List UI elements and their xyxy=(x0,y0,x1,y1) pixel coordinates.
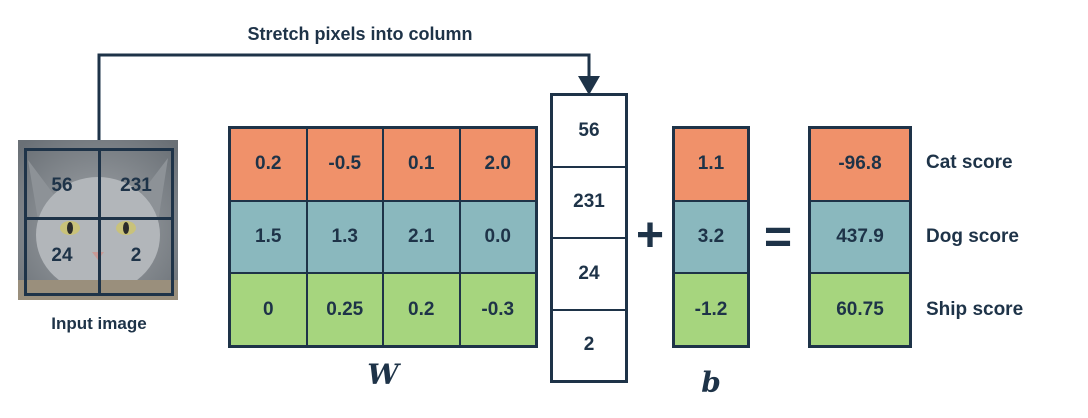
weight-cell: 1.5 xyxy=(230,200,307,274)
pixel-value: 24 xyxy=(51,245,73,266)
weight-matrix: 0.2 -0.5 0.1 2.0 1.5 1.3 2.1 0.0 0 0.25 … xyxy=(228,126,538,348)
image-grid-vertical xyxy=(98,148,101,296)
equals-sign: = xyxy=(764,211,793,264)
weight-cell: 0.2 xyxy=(230,128,307,201)
input-image-caption: Input image xyxy=(51,314,147,333)
score-vector: -96.8 437.9 60.75 xyxy=(808,126,912,348)
column-cell: 24 xyxy=(552,238,626,310)
weight-cell: 0 xyxy=(230,273,307,346)
weight-cell: -0.5 xyxy=(306,128,383,201)
column-cell: 2 xyxy=(552,309,626,381)
score-label-cat: Cat score xyxy=(926,152,1013,173)
bias-cell: 3.2 xyxy=(674,200,748,274)
pixel-value: 231 xyxy=(120,175,152,196)
weight-cell: -0.3 xyxy=(459,273,536,346)
column-cell: 231 xyxy=(552,166,626,238)
diagram-title: Stretch pixels into column xyxy=(247,24,473,44)
score-label-ship: Ship score xyxy=(926,299,1024,320)
score-cell: -96.8 xyxy=(810,128,910,201)
image-grid-border xyxy=(24,148,174,296)
weights-label: W xyxy=(367,358,399,391)
weight-cell: 1.3 xyxy=(306,200,383,274)
bias-vector: 1.1 3.2 -1.2 xyxy=(672,126,750,348)
score-cell: 437.9 xyxy=(810,200,910,274)
pixel-column: 56 231 24 2 xyxy=(550,93,628,383)
bias-cell: -1.2 xyxy=(674,273,748,346)
weight-cell: 2.1 xyxy=(383,200,460,274)
weight-cell: 0.1 xyxy=(383,128,460,201)
weight-cell: 0.25 xyxy=(306,273,383,346)
pixel-value: 2 xyxy=(130,245,142,266)
plus-sign: + xyxy=(636,209,665,262)
score-cell: 60.75 xyxy=(810,273,910,346)
weight-cell: 2.0 xyxy=(459,128,536,201)
pixel-value: 56 xyxy=(51,175,73,196)
column-cell: 56 xyxy=(552,95,626,167)
bias-label: b xyxy=(701,366,721,399)
weight-cell: 0.0 xyxy=(459,200,536,274)
image-grid-horizontal xyxy=(24,217,174,220)
bias-cell: 1.1 xyxy=(674,128,748,201)
score-label-dog: Dog score xyxy=(926,226,1019,247)
weight-cell: 0.2 xyxy=(383,273,460,346)
